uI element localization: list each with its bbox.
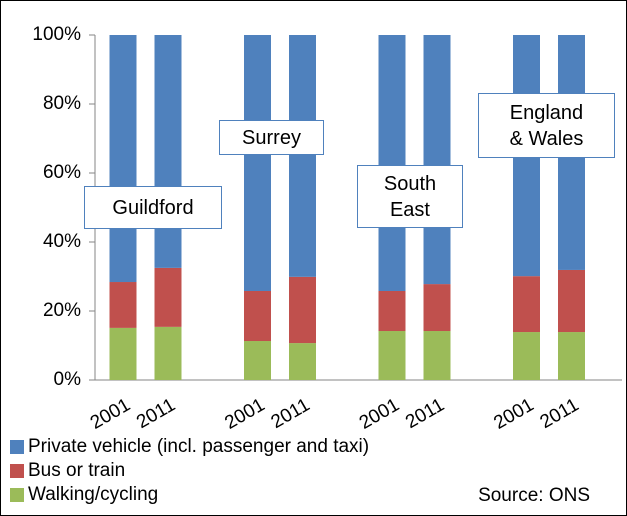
bar-segment — [109, 35, 137, 283]
bar-segment — [289, 343, 316, 380]
bar-segment — [378, 35, 406, 291]
y-tick-label: 40% — [43, 231, 81, 252]
bar-segment — [378, 331, 406, 380]
bar-segment — [423, 284, 451, 332]
annotation: South East — [357, 165, 463, 228]
bar-segment — [378, 290, 406, 332]
y-tick-label: 20% — [43, 300, 81, 321]
legend-label: Private vehicle (incl. passenger and tax… — [28, 436, 369, 457]
legend-swatch — [10, 488, 24, 502]
annotation: Guildford — [84, 186, 222, 229]
legend-label: Bus or train — [28, 460, 125, 481]
bar-segment — [289, 35, 316, 277]
y-tick-label: 80% — [43, 93, 81, 114]
annotation: England & Wales — [478, 93, 615, 158]
bar-segment — [244, 341, 271, 380]
bar-segment — [423, 35, 451, 285]
legend-swatch — [10, 440, 24, 454]
bar-segment — [513, 276, 540, 333]
bar-segment — [109, 282, 137, 328]
bar-segment — [289, 276, 316, 344]
bar-segment — [109, 327, 137, 380]
y-tick-label: 100% — [32, 24, 81, 45]
legend-label: Walking/cycling — [28, 484, 158, 505]
bar-segment — [423, 331, 451, 380]
bar-segment — [244, 290, 271, 342]
annotation: Surrey — [219, 120, 324, 155]
bar-segment — [558, 332, 585, 380]
source-note: Source: ONS — [478, 485, 590, 506]
y-tick-label: 60% — [43, 162, 81, 183]
bar-segment — [558, 269, 585, 333]
y-tick-label: 0% — [54, 369, 82, 390]
bar-segment — [513, 332, 540, 380]
bar-segment — [244, 35, 271, 291]
bar-segment — [154, 267, 182, 327]
bar-segment — [154, 326, 182, 380]
legend-swatch — [10, 464, 24, 478]
bar-segment — [154, 35, 182, 268]
